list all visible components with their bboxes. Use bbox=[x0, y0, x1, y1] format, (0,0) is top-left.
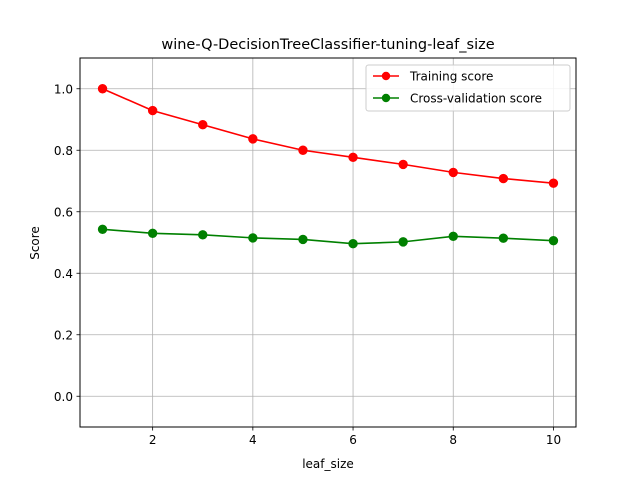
y-tick-label: 0.8 bbox=[54, 144, 73, 158]
y-axis-label: Score bbox=[28, 226, 42, 260]
legend: Training score Cross-validation score bbox=[365, 64, 571, 112]
training-score-point bbox=[348, 152, 358, 163]
y-tick-label: 1.0 bbox=[54, 82, 73, 96]
cross-validation-score-point bbox=[198, 230, 208, 240]
legend-box bbox=[365, 64, 571, 112]
plot-area-frame bbox=[79, 57, 577, 428]
series-layer bbox=[97, 84, 559, 249]
x-tick-label: 4 bbox=[249, 433, 257, 447]
cross-validation-score-point bbox=[448, 231, 458, 242]
axis-ticks: 2 4 6 8 10 0.0 0.2 0.4 0.6 0.8 1.0 bbox=[54, 82, 561, 447]
training-score-point bbox=[97, 84, 108, 94]
cross-validation-score-point bbox=[298, 234, 308, 245]
training-score-point bbox=[147, 105, 158, 116]
legend-cross-validation-score-label: Cross-validation score bbox=[410, 92, 542, 106]
training-score-point bbox=[248, 134, 258, 144]
training-score-point bbox=[498, 173, 509, 184]
x-tick-label: 2 bbox=[149, 433, 157, 447]
training-score-point bbox=[198, 120, 208, 130]
cross-validation-score-point bbox=[147, 228, 158, 238]
legend-cross-validation-score-marker bbox=[381, 93, 391, 103]
y-tick-label: 0.6 bbox=[54, 205, 73, 219]
y-tick-label: 0.0 bbox=[54, 390, 73, 404]
x-tick-label: 6 bbox=[349, 433, 357, 447]
legend-training-score-label: Training score bbox=[409, 70, 493, 84]
cross-validation-score-point bbox=[498, 233, 509, 243]
cross-validation-score-point bbox=[97, 224, 108, 234]
x-axis-label: leaf_size bbox=[302, 457, 354, 471]
legend-training-score-marker bbox=[381, 71, 391, 81]
x-tick-label: 8 bbox=[449, 433, 457, 447]
cross-validation-score-point bbox=[348, 239, 358, 249]
training-score-point bbox=[448, 167, 458, 178]
cross-validation-score-point bbox=[248, 233, 258, 243]
cross-validation-score-point bbox=[548, 235, 559, 246]
y-tick-label: 0.4 bbox=[54, 267, 73, 281]
cross-validation-score-line bbox=[102, 228, 554, 245]
chart-title: wine-Q-DecisionTreeClassifier-tuning-lea… bbox=[161, 37, 494, 53]
x-tick-label: 10 bbox=[546, 433, 561, 447]
training-score-point bbox=[398, 159, 408, 170]
training-score-point bbox=[298, 145, 308, 155]
training-score-point bbox=[548, 178, 559, 188]
y-tick-label: 0.2 bbox=[54, 328, 73, 342]
training-score-line bbox=[102, 88, 554, 184]
cross-validation-score-point bbox=[398, 237, 408, 247]
